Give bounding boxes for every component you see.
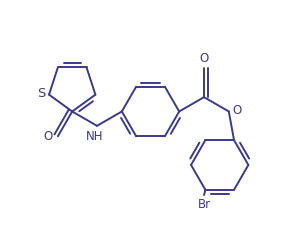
Text: S: S [37,87,45,100]
Text: Br: Br [198,198,211,211]
Text: O: O [43,130,53,143]
Text: O: O [199,52,209,65]
Text: NH: NH [86,130,103,143]
Text: O: O [233,104,242,117]
